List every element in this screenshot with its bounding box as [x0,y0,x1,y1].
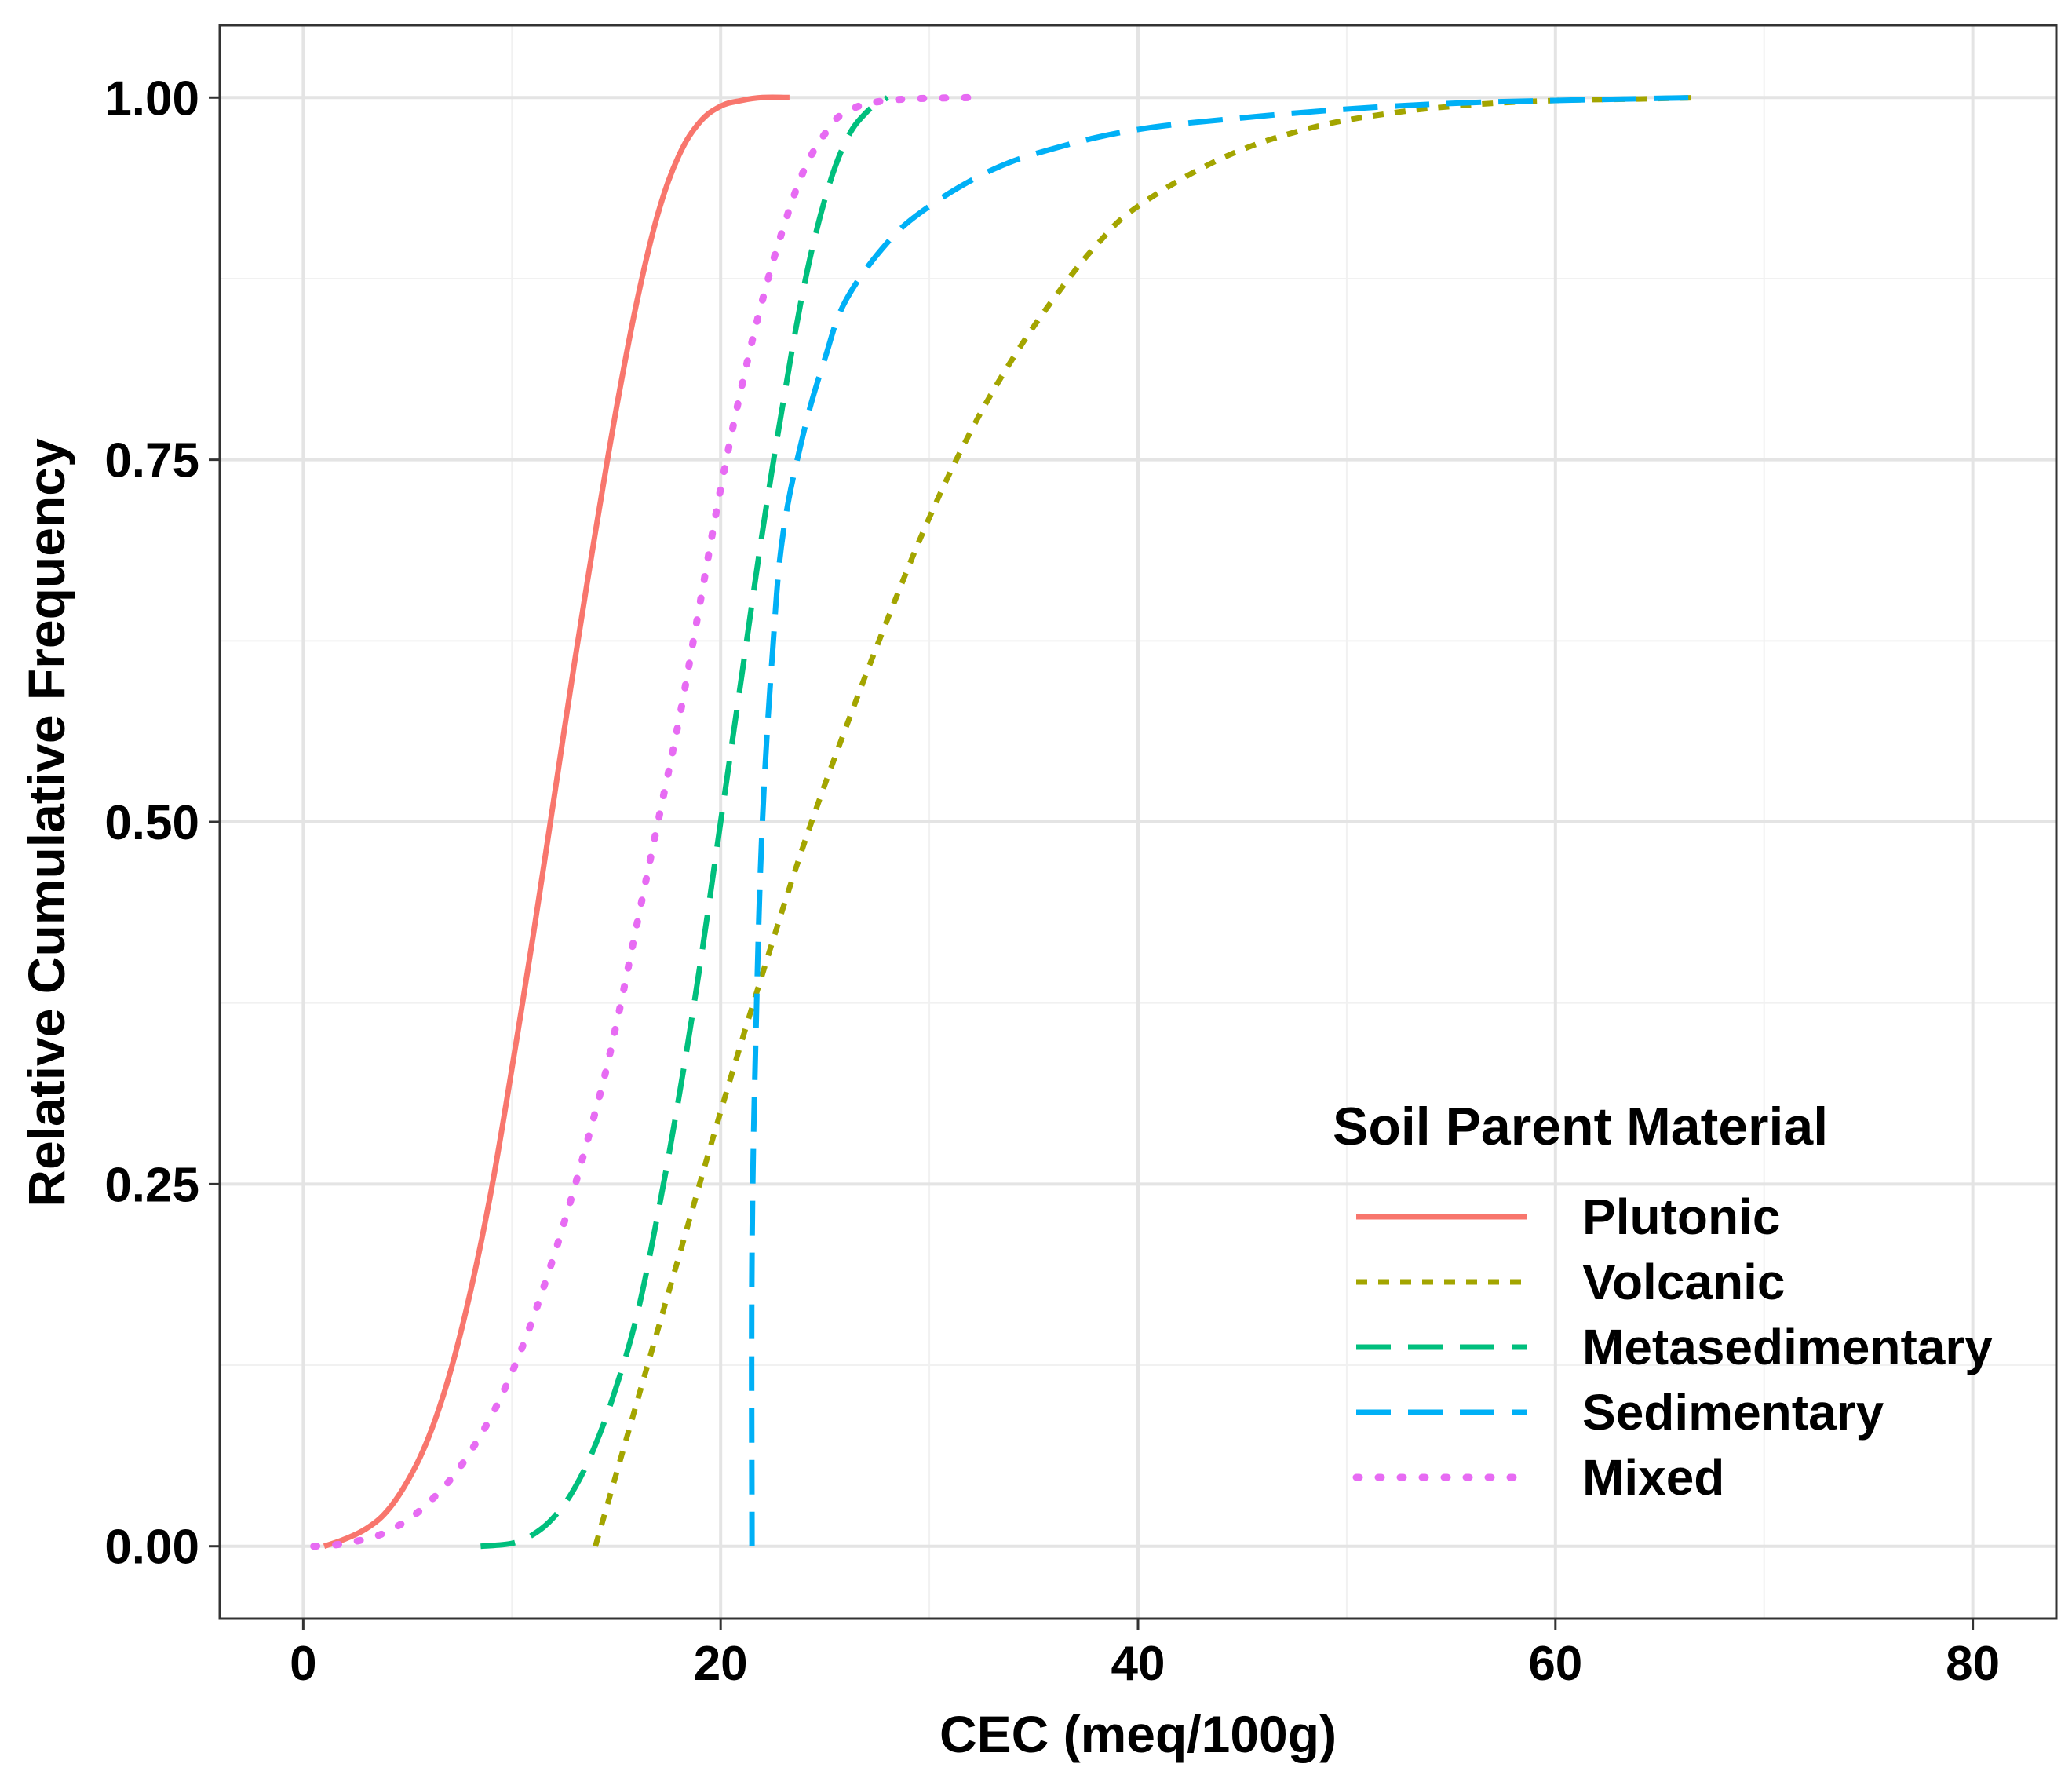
series-line-volcanic [593,94,1702,1547]
y-tick-label: 0.75 [104,434,199,488]
y-axis-title: Relative Cumulative Frequency [17,438,75,1207]
series-line-sedimentary [749,94,1702,1546]
legend-label-mixed: Mixed [1582,1449,1724,1506]
y-tick-label: 1.00 [104,71,199,126]
series-line-mixed [310,93,975,1550]
legend-label-sedimentary: Sedimentary [1582,1384,1884,1441]
grid-layer [220,25,2056,1619]
legend-label-plutonic: Plutonic [1582,1189,1780,1245]
series-line-plutonic [323,94,790,1550]
x-tick-label: 80 [1946,1637,2000,1691]
legend-label-metasedimentary: Metasedimentary [1582,1319,1993,1375]
legend: Soil Parent Material Plutonic Volcanic Met… [1333,1097,1993,1506]
x-tick-label: 0 [290,1637,316,1691]
x-tick-label: 20 [694,1637,748,1691]
axis-layer: 0 20 40 60 80 0.00 0.25 0.50 0.75 1.00 [104,71,2000,1691]
y-tick-label: 0.25 [104,1158,199,1212]
x-axis-title: CEC (meq/100g) [939,1705,1337,1763]
series-line-metasedimentary [480,95,889,1550]
x-tick-label: 40 [1111,1637,1166,1691]
series-layer [310,93,1702,1550]
legend-title: Soil Parent Material [1333,1097,1828,1156]
legend-label-volcanic: Volcanic [1582,1254,1785,1310]
y-tick-label: 0.50 [104,796,199,850]
x-tick-label: 60 [1528,1637,1582,1691]
y-tick-label: 0.00 [104,1521,199,1575]
